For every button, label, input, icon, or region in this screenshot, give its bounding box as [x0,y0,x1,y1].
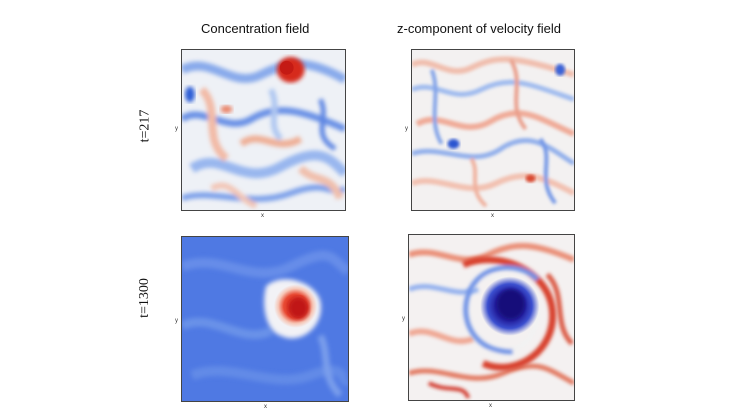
y-axis-label: y [175,126,178,132]
x-axis-label: x [261,213,264,219]
y-axis-label: y [405,126,408,132]
x-axis-label: x [489,403,492,409]
y-axis-label: y [175,318,178,324]
x-axis-label: x [491,213,494,219]
x-axis-label: x [264,404,267,410]
panel-concentration-t1300 [181,236,349,402]
column-title-concentration: Concentration field [201,21,310,36]
row-label-t1300: t=1300 [136,278,152,318]
y-axis-label: y [402,316,405,322]
concentration-t1300-image [182,237,348,401]
panel-velocity-t1300 [408,234,575,401]
concentration-t217-image [182,50,345,210]
velocity-t217-image [412,50,574,210]
row-label-t217: t=217 [137,109,153,143]
panel-velocity-t217 [411,49,575,211]
column-title-velocity: z-component of velocity field [397,21,562,36]
velocity-t1300-image [409,235,574,400]
panel-concentration-t217 [181,49,346,211]
